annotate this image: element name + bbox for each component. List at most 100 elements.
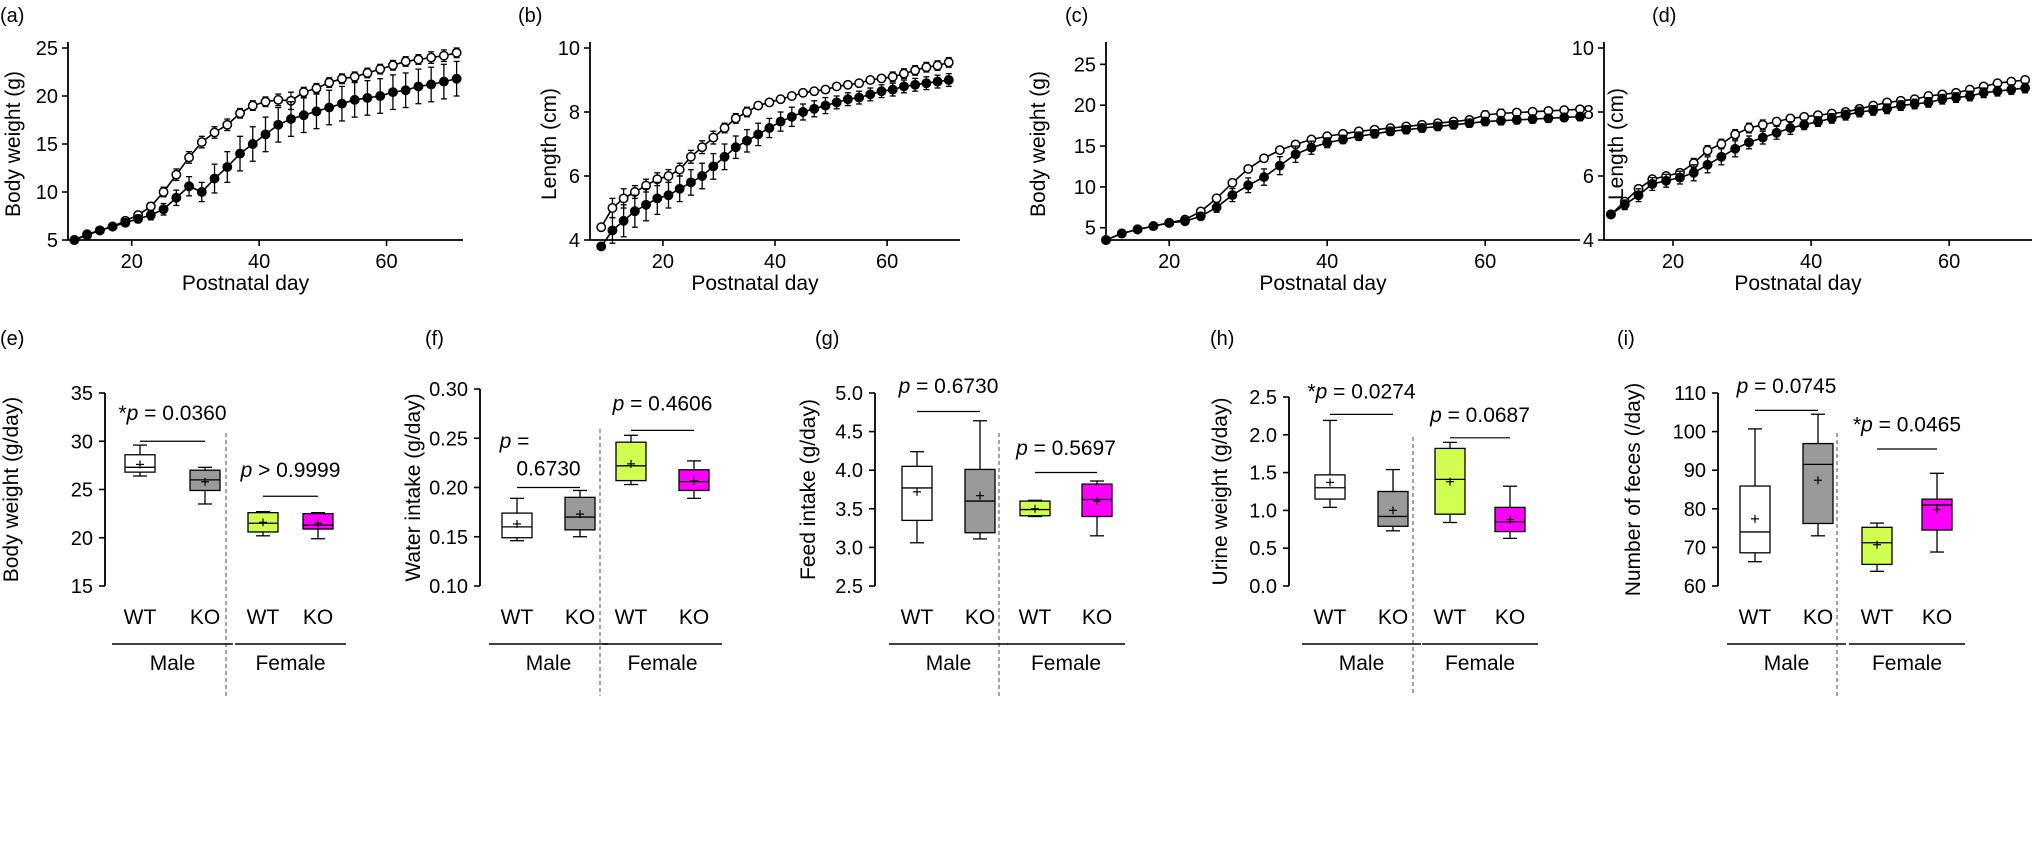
panel-label: (i) [1617,328,1635,350]
box-body [1494,506,1526,533]
data-point [1951,92,1962,103]
data-point [1757,132,1768,143]
data-point [809,86,820,97]
data-point [298,110,309,121]
data-point [742,107,752,117]
data-point [764,97,775,108]
significance-annotation: *p = 0.0360 [118,402,227,442]
x-category-label: WT [124,606,157,629]
panel-label: (d) [1652,5,1676,27]
data-point [171,192,182,203]
data-point [1992,86,2003,97]
data-point [1101,235,1111,245]
data-point [1716,139,1727,149]
data-point [1633,190,1644,201]
data-point [1401,124,1412,135]
box-female-ko [1494,485,1526,540]
y-tick-label: 0.30 [429,379,468,401]
y-axis-label: Length (cm) [538,88,561,200]
x-category-label: WT [247,606,280,629]
data-point [222,119,233,130]
data-point [451,73,462,84]
data-point [1647,179,1658,189]
box-female-wt [1019,499,1051,518]
group-label: Female [627,652,697,675]
data-point [337,73,347,84]
p-value-label: *p = 0.0360 [118,402,226,425]
series-line [1610,79,2026,215]
data-point [1290,149,1301,160]
data-point [196,137,207,148]
data-point [133,213,144,224]
box-female-wt [1434,441,1466,524]
series-filled [69,60,462,245]
y-tick-label: 2.5 [1249,387,1277,409]
data-point [910,65,921,76]
data-point [260,129,271,140]
data-point [426,52,437,63]
significance-annotation: *p = 0.0465 [1853,414,1961,450]
y-tick-label: 20 [36,86,58,108]
data-point [184,181,194,192]
y-tick-label: 70 [1684,537,1706,559]
data-point [674,164,685,175]
x-tick-label: 60 [1474,251,1496,273]
data-point [898,68,909,79]
data-point [1259,172,1269,183]
data-point [1243,163,1254,174]
box-male-wt [501,497,533,542]
significance-annotation: p = 0.5697 [1015,437,1116,474]
data-point [1937,94,1948,105]
y-tick-label: 100 [1673,422,1706,444]
data-point [1716,151,1727,162]
data-point [1496,115,1506,126]
x-tick-label: 60 [1938,251,1960,273]
data-point [618,193,629,204]
series-line [600,79,949,247]
data-point [1195,211,1206,222]
y-axis-label: Body weight (g) [1027,71,1050,217]
data-point [1854,107,1865,117]
significance-annotation: p = 0.6730 [499,430,581,489]
x-category-label: KO [303,606,333,629]
data-point [2006,84,2017,95]
x-category-label: KO [1082,606,1112,629]
data-point [786,111,797,122]
box-panel-3: (g) 2.5 3.0 3.5 4.0 4.5 5.0 Feed intake (g/day)… [797,328,1125,696]
data-point [1757,119,1768,130]
x-category-label: KO [965,606,995,629]
data-point [1771,127,1782,138]
significance-annotation: p = 0.6730 [898,375,998,413]
data-point [222,162,233,172]
data-point [184,152,194,163]
box-panel-4: (h) 0.0 0.5 1.0 1.5 2.0 2.5 Urine weight (g/day… [1209,328,1538,696]
data-point [719,151,730,162]
data-point [1338,134,1348,145]
x-tick-label: 40 [764,251,786,273]
data-point [921,78,932,89]
box-male-ko [964,420,996,540]
data-point [697,142,708,153]
data-point [1464,118,1475,129]
box-panel-1: (e) 15 20 25 30 35 Body weight (g/day) WT KO WT KO… [0,328,346,696]
panel-label: (f) [425,328,444,350]
data-point [921,62,932,73]
panel-label: (g) [815,328,839,350]
group-label: Male [1764,652,1810,675]
group-label: Female [255,652,325,675]
series-filled [596,72,954,252]
data-point [685,177,696,188]
panel-label: (c) [1065,5,1088,27]
data-point [1227,177,1238,188]
data-point [753,129,764,140]
x-axis-label: Postnatal day [691,272,819,295]
data-point [1322,137,1333,148]
data-point [831,97,842,108]
data-point [1978,87,1989,98]
data-point [842,79,853,90]
data-point [209,173,220,184]
significance-annotation: p = 0.0687 [1429,404,1530,439]
data-point [145,210,156,220]
data-point [887,84,898,95]
